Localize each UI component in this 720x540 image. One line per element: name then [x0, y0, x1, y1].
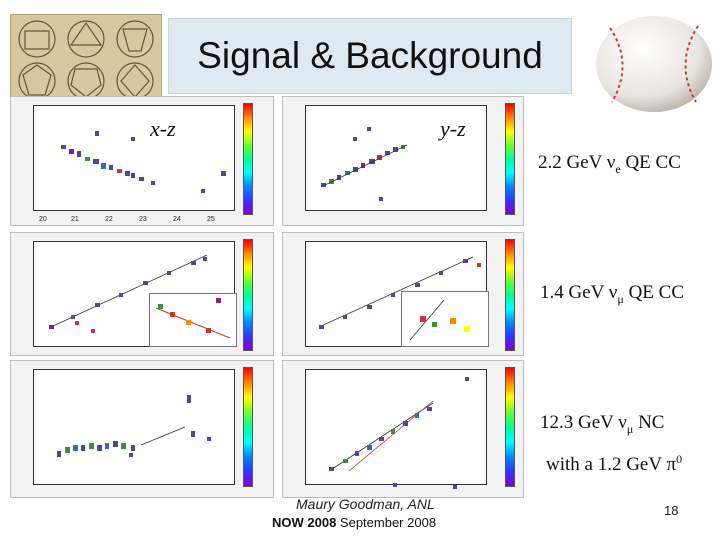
- event3-yz-panel: [282, 360, 524, 498]
- zoom-inset: [149, 293, 237, 347]
- svg-text:23: 23: [139, 216, 147, 223]
- event-label-text: 1.4 GeV ν: [540, 282, 618, 303]
- colorbar: [243, 367, 253, 487]
- svg-text:21: 21: [71, 216, 79, 223]
- event-label-sub: μ: [617, 291, 624, 306]
- colorbar: [505, 239, 515, 351]
- footer-conference-date: September 2008: [336, 515, 437, 530]
- plot-area: [33, 105, 235, 211]
- event-label-sub: μ: [626, 421, 634, 436]
- svg-text:24: 24: [173, 216, 181, 223]
- event-label-line2: with a 1.2 GeV π: [546, 454, 677, 476]
- plot-area: [33, 369, 235, 485]
- event-label-rest: QE CC: [620, 152, 681, 173]
- baseball-image: [590, 14, 714, 114]
- projection-label-xz: x-z: [150, 116, 176, 141]
- colorbar: [505, 103, 515, 215]
- svg-text:20: 20: [39, 216, 47, 223]
- colorbar: [243, 103, 253, 215]
- event1-xz-panel: 20 21 22 23 24 25: [10, 96, 274, 226]
- footer-conference-name: NOW 2008: [272, 515, 337, 530]
- event-label-text: 12.3 GeV ν: [540, 412, 627, 433]
- event2-xz-panel: [10, 232, 274, 356]
- event-label-1: 2.2 GeV νe QE CC: [538, 152, 681, 177]
- event-label-rest: NC: [633, 412, 665, 433]
- colorbar: [505, 367, 515, 487]
- projection-label-yz: y-z: [440, 116, 466, 141]
- event-label-sub: e: [615, 161, 621, 176]
- svg-text:25: 25: [207, 216, 215, 223]
- zoom-inset: [401, 291, 489, 347]
- event1-yz-panel: [282, 96, 524, 226]
- svg-text:22: 22: [105, 216, 113, 223]
- event-label-rest: QE CC: [623, 282, 684, 303]
- event-label-3: 12.3 GeV νμ NC with a 1.2 GeV π0: [540, 408, 682, 480]
- footer-conference: NOW 2008 September 2008: [272, 515, 436, 530]
- plot-area: [305, 105, 487, 211]
- event-label-text: 2.2 GeV ν: [538, 152, 616, 173]
- slide-title-box: Signal & Background: [168, 18, 572, 94]
- event-label-sup: 0: [676, 451, 683, 466]
- polyhedra-engraving-image: [10, 14, 162, 104]
- event3-xz-panel: [10, 360, 274, 498]
- event-label-2: 1.4 GeV νμ QE CC: [540, 282, 684, 307]
- slide-title: Signal & Background: [197, 35, 543, 76]
- page-number: 18: [664, 503, 679, 518]
- event2-yz-panel: [282, 232, 524, 356]
- colorbar: [243, 239, 253, 351]
- footer-author: Maury Goodman, ANL: [296, 496, 435, 512]
